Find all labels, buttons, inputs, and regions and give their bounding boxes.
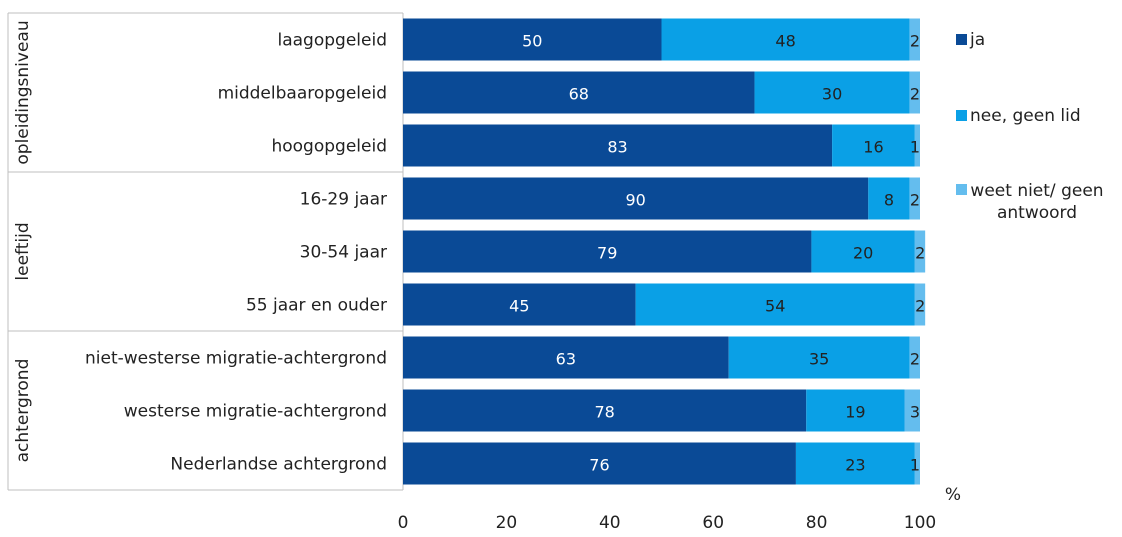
x-tick-label: 60 — [702, 513, 724, 533]
legend-swatch-ja — [956, 34, 967, 45]
bar-segment — [909, 336, 920, 379]
bar-value-label: 19 — [845, 403, 865, 422]
bar-value-labels: 50 48 268 30 283 16 190 8 279 20 245 54 263 35 278 19 37… — [509, 32, 925, 475]
category-labels: laagopgeleid middelbaaropgeleid hoogopgele… — [85, 31, 387, 475]
category-label: westerse migratie-achtergrond — [124, 402, 387, 422]
legend-swatch-nee — [956, 110, 967, 121]
x-tick-label: 20 — [496, 513, 518, 533]
bar-segment — [914, 124, 920, 167]
category-label: hoogopgeleid — [271, 137, 387, 157]
x-axis-unit-label: % — [945, 485, 961, 505]
bar-value-label: 54 — [765, 297, 785, 316]
bar-value-label: 2 — [910, 32, 920, 51]
bar-value-label: 20 — [853, 244, 873, 263]
bar-segment — [904, 389, 920, 432]
category-label: laagopgeleid — [278, 31, 388, 51]
legend-label: nee, geen lid — [970, 106, 1081, 126]
bar-segment — [806, 389, 905, 432]
legend-swatch-weet-niet — [956, 184, 967, 195]
bar-segment — [811, 230, 915, 273]
bar-value-label: 63 — [556, 350, 576, 369]
bar-value-label: 8 — [884, 191, 894, 210]
bar-segment — [403, 389, 807, 432]
bar-segment — [795, 442, 915, 485]
bar-segment — [914, 442, 920, 485]
x-tick-label: 40 — [599, 513, 621, 533]
bar-value-label: 23 — [845, 456, 865, 475]
bar-segment — [403, 336, 729, 379]
bar-value-label: 3 — [910, 403, 920, 422]
bar-value-label: 2 — [910, 350, 920, 369]
bar-value-label: 1 — [910, 456, 920, 475]
bar-segment — [909, 71, 920, 114]
bar-segment — [868, 177, 910, 220]
bar-segment — [661, 18, 910, 61]
bar-value-label: 90 — [625, 191, 645, 210]
legend-label: weet niet/ geen antwoord — [970, 181, 1104, 223]
bar-value-label: 79 — [597, 244, 617, 263]
bar-value-label: 35 — [809, 350, 829, 369]
category-label: niet-westerse migratie-achtergrond — [85, 349, 387, 369]
x-tick-label: 80 — [806, 513, 828, 533]
bar-segment — [403, 124, 833, 167]
bar-value-label: 48 — [775, 32, 795, 51]
bar-value-label: 68 — [569, 85, 589, 104]
bars — [403, 18, 926, 485]
x-axis: 0 20 40 60 80 100 — [398, 513, 937, 533]
category-label: middelbaaropgeleid — [218, 84, 387, 104]
group-label: opleidingsniveau — [13, 20, 33, 164]
bar-value-label: 78 — [594, 403, 614, 422]
bar-segment — [403, 177, 869, 220]
group-labels: opleidingsniveau leeftijd achtergrond — [13, 20, 33, 462]
bar-segment — [909, 177, 920, 220]
x-tick-label: 100 — [904, 513, 936, 533]
bar-value-label: 76 — [589, 456, 609, 475]
bar-segment — [914, 283, 926, 326]
category-label: 30-54 jaar — [300, 243, 387, 263]
bar-value-label: 2 — [910, 85, 920, 104]
bar-value-label: 16 — [863, 138, 883, 157]
bar-value-label: 2 — [910, 191, 920, 210]
bar-segment — [403, 283, 636, 326]
bar-value-label: 2 — [915, 297, 925, 316]
bar-value-label: 30 — [822, 85, 842, 104]
group-label: leeftijd — [13, 222, 33, 280]
bar-segment — [403, 18, 662, 61]
bar-value-label: 45 — [509, 297, 529, 316]
bar-segment — [728, 336, 910, 379]
bar-value-label: 83 — [607, 138, 627, 157]
bar-segment — [754, 71, 910, 114]
bar-segment — [403, 442, 796, 485]
bar-segment — [635, 283, 915, 326]
group-label: achtergrond — [13, 359, 33, 463]
x-tick-label: 0 — [398, 513, 409, 533]
bar-segment — [909, 18, 920, 61]
legend-label: ja — [970, 30, 986, 50]
category-label: 55 jaar en ouder — [246, 296, 387, 316]
bar-value-label: 1 — [910, 138, 920, 157]
bar-segment — [832, 124, 915, 167]
bar-segment — [403, 230, 812, 273]
category-label: Nederlandse achtergrond — [170, 455, 387, 475]
category-label: 16-29 jaar — [300, 190, 387, 210]
bar-value-label: 2 — [915, 244, 925, 263]
bar-segment — [403, 71, 755, 114]
bar-segment — [914, 230, 926, 273]
bar-value-label: 50 — [522, 32, 542, 51]
